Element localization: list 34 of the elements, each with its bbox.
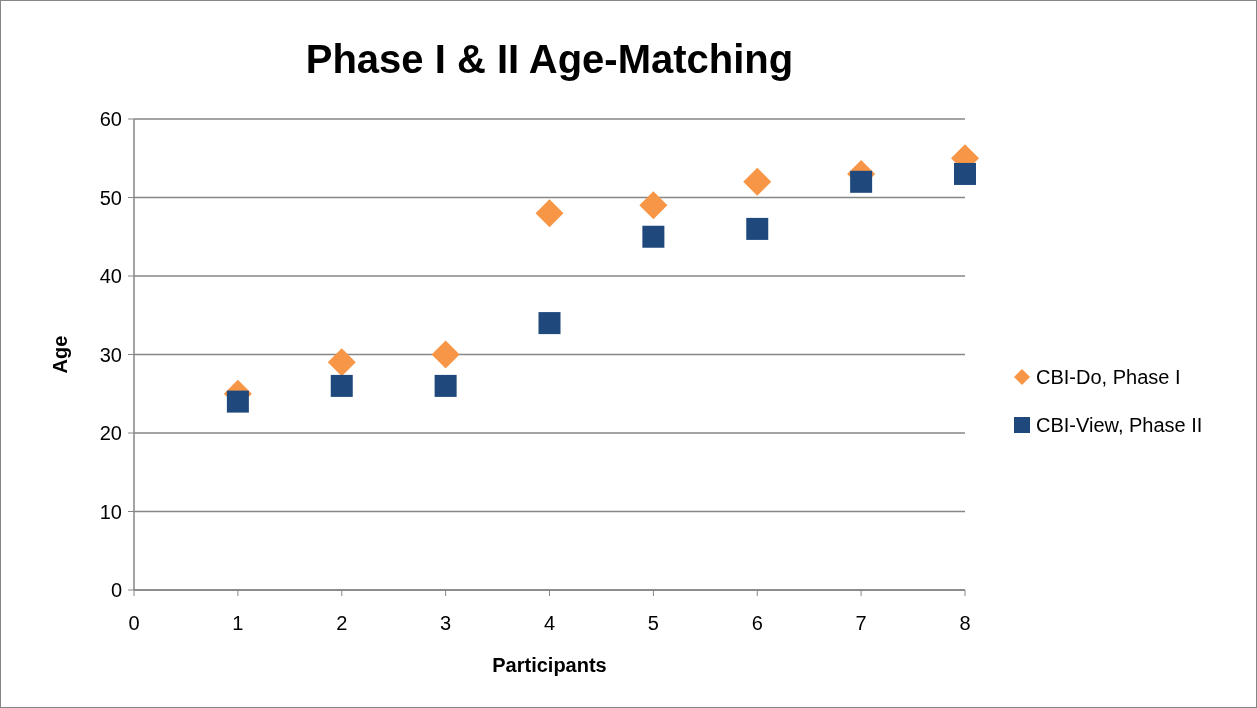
y-tick-label: 10 bbox=[99, 500, 122, 523]
x-tick-label: 7 bbox=[855, 612, 867, 634]
y-axis-title: Age bbox=[49, 335, 71, 374]
y-tick-label: 60 bbox=[99, 108, 122, 130]
x-tick-label: 6 bbox=[751, 612, 763, 634]
x-axis-title: Participants bbox=[492, 654, 607, 676]
point bbox=[642, 225, 665, 248]
y-tick-label: 50 bbox=[99, 186, 122, 209]
point bbox=[431, 340, 460, 369]
point bbox=[535, 199, 564, 228]
y-tick-label: 30 bbox=[99, 343, 122, 366]
x-tick-label: 5 bbox=[647, 612, 659, 634]
point bbox=[327, 348, 356, 377]
y-tick-label: 0 bbox=[110, 579, 122, 601]
point bbox=[330, 374, 353, 397]
point bbox=[434, 374, 457, 397]
x-tick-label: 2 bbox=[336, 612, 348, 634]
point bbox=[954, 162, 976, 185]
point bbox=[746, 217, 769, 240]
point bbox=[226, 390, 249, 413]
legend-label: CBI-View, Phase II bbox=[1036, 414, 1203, 436]
point bbox=[850, 170, 873, 193]
y-tick-label: 40 bbox=[99, 265, 122, 287]
point bbox=[538, 312, 561, 335]
x-tick-label: 3 bbox=[440, 612, 452, 634]
x-tick-label: 1 bbox=[232, 612, 244, 634]
point bbox=[743, 167, 772, 196]
point bbox=[639, 191, 668, 220]
x-tick-label: 8 bbox=[959, 612, 971, 634]
chart-title: Phase I & II Age-Matching bbox=[305, 37, 794, 81]
y-tick-label: 20 bbox=[99, 422, 122, 444]
legend-label: CBI-Do, Phase I bbox=[1036, 366, 1181, 388]
x-tick-label: 4 bbox=[543, 612, 556, 634]
x-tick-label: 0 bbox=[128, 612, 140, 634]
